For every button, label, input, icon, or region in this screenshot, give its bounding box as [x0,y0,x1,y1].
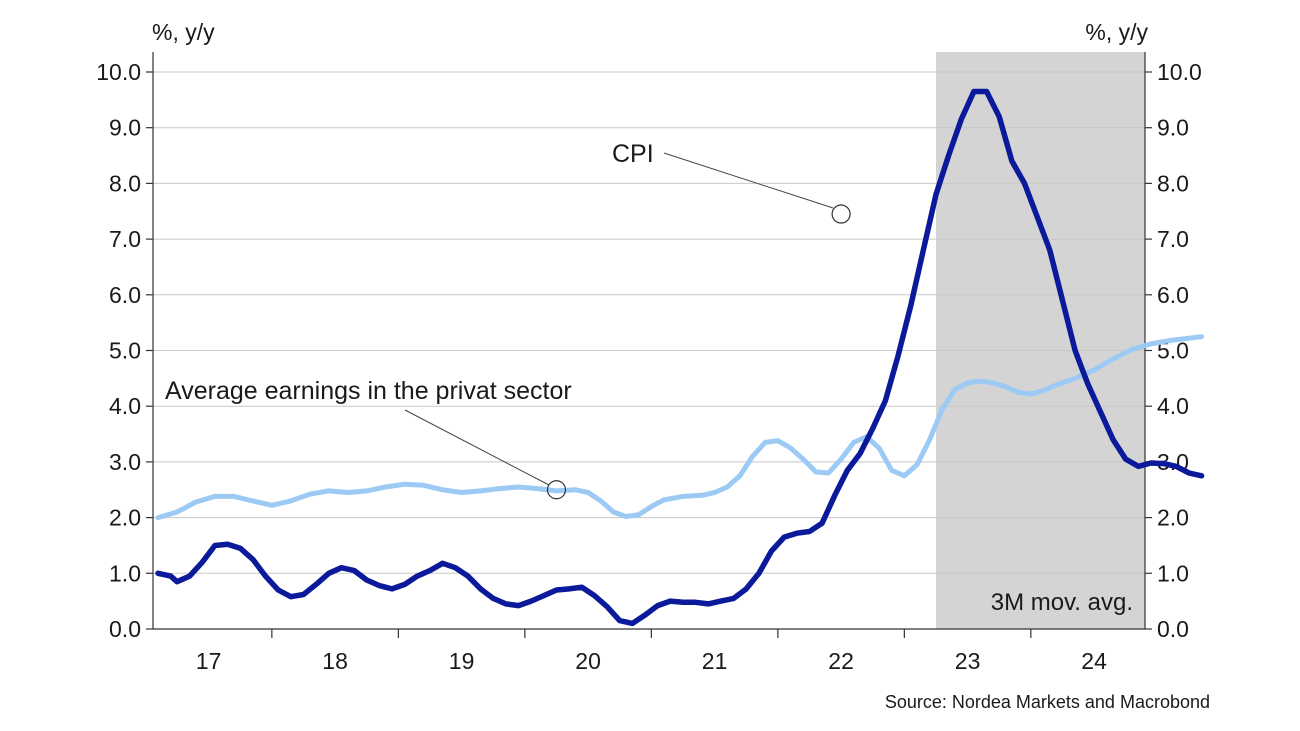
shaded-region-label: 3M mov. avg. [991,589,1133,616]
right-y-tick-label: 7.0 [1157,226,1189,252]
left-y-tick-label: 6.0 [109,282,141,308]
right-axis-unit: %, y/y [1085,19,1148,45]
right-y-tick-label: 8.0 [1157,170,1189,196]
gridlines [153,71,1145,574]
left-y-tick-label: 8.0 [109,170,141,196]
left-y-tick-label: 4.0 [109,393,141,419]
right-y-tick-label: 0.0 [1157,616,1189,642]
x-tick-label: 21 [702,648,728,674]
right-y-tick-label: 2.0 [1157,505,1189,531]
x-tick-label: 20 [575,648,601,674]
cpi-label: CPI [612,140,654,168]
x-tick-label: 24 [1081,648,1107,674]
series-line [155,88,1205,627]
series-layer [155,88,1205,627]
x-tick-label: 19 [449,648,475,674]
right-y-tick-label: 6.0 [1157,282,1189,308]
left-y-tick-label: 0.0 [109,616,141,642]
x-tick-label: 23 [955,648,981,674]
left-y-tick-label: 2.0 [109,505,141,531]
series-line [155,334,1205,521]
right-y-tick-label: 9.0 [1157,115,1189,141]
x-tick-label: 18 [322,648,348,674]
left-y-tick-label: 1.0 [109,560,141,586]
earnings-marker [546,480,567,500]
x-tick-label: 22 [828,648,854,674]
source-note: Source: Nordea Markets and Macrobond [885,692,1210,712]
left-y-tick-label: 5.0 [109,338,141,364]
left-y-tick-label: 7.0 [109,226,141,252]
earnings-label: Average earnings in the privat sector [165,377,572,405]
shaded-region [936,52,1145,629]
x-tick-label: 17 [196,648,222,674]
left-y-tick-label: 10.0 [96,59,141,85]
left-axis-unit: %, y/y [152,19,215,45]
left-y-tick-label: 9.0 [109,115,141,141]
annotations: CPI Average earnings in the privat sector [165,140,851,500]
earnings-leader-line [404,409,549,486]
right-y-tick-label: 10.0 [1157,59,1202,85]
right-y-tick-label: 1.0 [1157,560,1189,586]
left-y-tick-label: 3.0 [109,449,141,475]
cpi-leader-line [663,152,834,209]
right-y-tick-label: 4.0 [1157,393,1189,419]
cpi-marker [831,204,851,224]
axes: 0.0 0.01.0 1.02.0 2.03.0 3.04.0 4.05.0 5.06.0 6… [96,52,1202,674]
